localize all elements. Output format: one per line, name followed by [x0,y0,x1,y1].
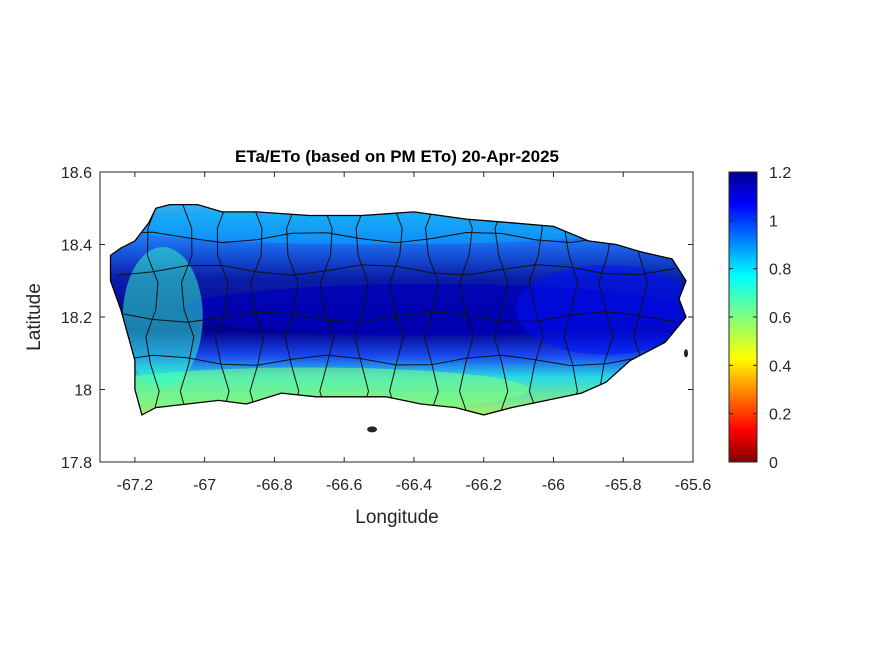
boundary-line [249,204,265,415]
y-axis-label: Latitude [24,283,45,351]
x-tick-label: -65.6 [675,477,712,494]
x-tick-label: -66.4 [396,477,433,494]
x-axis-label: Longitude [355,507,438,528]
colorbar-tick-label: 0.2 [769,407,791,424]
boundary-line [179,204,195,415]
boundary-line [389,204,404,415]
x-tick-label: -66 [542,477,565,494]
y-tick-label: 17.8 [61,455,92,472]
plot-area: -67.2 -67 -66.8 -66.6 -66.4 -66.2 -66 -65.8 -65.… [61,165,711,494]
islet [367,426,378,433]
x-tick-label: -66.8 [256,477,293,494]
y-tick-label: 18.4 [61,238,92,255]
y-tick-label: 18 [74,383,92,400]
x-ticks: -67.2 -67 -66.8 -66.6 -66.4 -66.2 -66 -65.8 -65.… [117,172,712,494]
boundary-line [117,354,676,367]
y-tick-label: 18.6 [61,165,92,182]
boundary-line [319,204,335,415]
y-tick-label: 18.2 [61,310,92,327]
colorbar-tick-label: 0.8 [769,262,791,279]
x-tick-label: -67.2 [117,477,154,494]
x-tick-label: -66.6 [326,477,363,494]
boundary-line [528,204,544,415]
colorbar-tick-label: 1.2 [769,165,791,182]
y-ticks: 17.8 18 18.2 18.4 18.6 [61,165,693,472]
colorbar-ticks: 0 0.2 0.4 0.6 0.8 1 1.2 [729,165,791,472]
boundary-line [458,204,474,415]
boundary-line [423,204,439,415]
boundary-line [117,264,676,276]
region-west [122,247,203,387]
boundary-line [117,311,676,323]
chart-title: ETa/ETo (based on PM ETo) 20-Apr-2025 [235,147,559,166]
colorbar-gradient [728,171,758,463]
municipal-boundaries [117,204,676,415]
x-tick-label: -67 [193,477,216,494]
colorbar-tick-label: 0 [769,455,778,472]
boundary-line [117,231,676,244]
colorbar-tick-label: 0.4 [769,358,791,375]
boundary-line [214,204,230,415]
map-layer [109,203,689,433]
x-tick-label: -66.2 [465,477,502,494]
boundary-line [284,204,300,415]
colorbar-tick-label: 0.6 [769,310,791,327]
region-south-coast [110,367,530,412]
boundary-line [354,204,370,415]
boundary-line [493,204,509,415]
boundary-line [145,204,160,415]
x-tick-label: -65.8 [605,477,642,494]
colorbar-tick-label: 1 [769,213,778,230]
coastline [109,203,687,416]
colorbar: 0 0.2 0.4 0.6 0.8 1 1.2 [728,165,791,472]
boundary-line [563,204,579,415]
islet [684,349,689,358]
